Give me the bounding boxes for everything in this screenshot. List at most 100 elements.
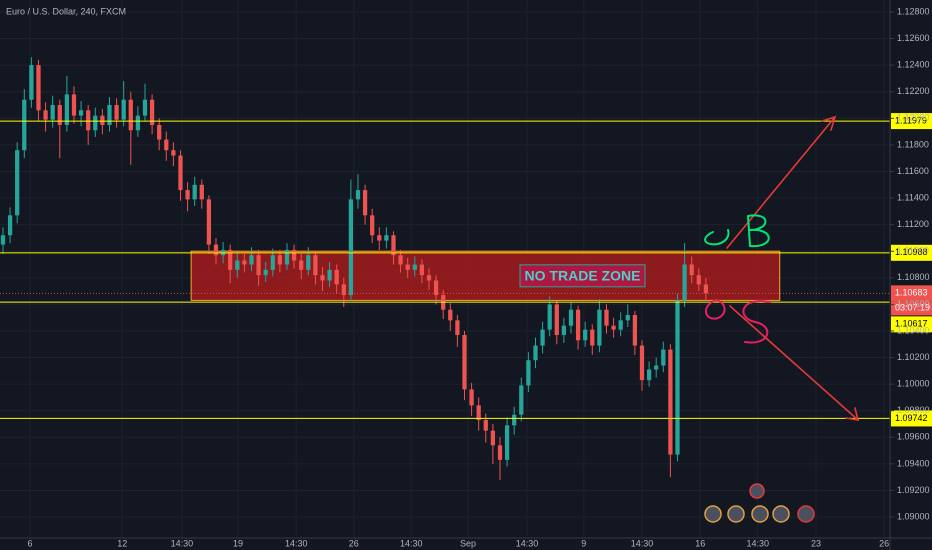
candle-body: [71, 94, 77, 116]
candle-body: [86, 110, 91, 131]
level-label-box: [891, 410, 932, 427]
candle-body: [43, 110, 48, 120]
x-tick-label: 14:30: [746, 538, 769, 548]
candle-body: [526, 360, 531, 386]
x-tick-label: 14:30: [631, 538, 654, 548]
candle-body: [476, 405, 481, 421]
x-tick-label: 26: [879, 538, 889, 548]
candle-body: [256, 255, 261, 276]
candle-body: [661, 349, 666, 366]
y-tick-label: 1.12200: [897, 86, 930, 96]
candle-body: [348, 199, 354, 296]
candle-body: [192, 184, 197, 200]
last-price-box: [891, 285, 932, 302]
candle-body: [540, 329, 545, 346]
candle-body: [604, 309, 609, 326]
candle-body: [299, 260, 304, 270]
candle-body: [703, 284, 709, 294]
y-tick-label: 1.11800: [897, 139, 929, 149]
candle-body: [128, 99, 133, 131]
candle-body: [178, 155, 183, 191]
candle-body: [547, 304, 552, 330]
candle-body: [114, 105, 119, 120]
x-tick-label: 6: [27, 538, 32, 548]
y-tick-label: 1.12800: [897, 6, 930, 16]
x-tick-label: Sep: [460, 538, 476, 548]
candle-body: [235, 260, 240, 270]
candle-body: [391, 235, 396, 256]
y-tick-label: 1.09600: [897, 432, 930, 442]
x-tick-label: 14:30: [400, 538, 423, 548]
candle-body: [171, 150, 176, 156]
candle-body: [277, 255, 283, 265]
x-tick-label: 9: [581, 538, 586, 548]
arrow-head: [845, 407, 860, 421]
candle-body: [433, 280, 439, 296]
candle-body: [270, 255, 275, 270]
axes: 1.09000 1.09200 1.09400 1.09600 1.09800 1.100…: [27, 6, 929, 548]
candle-body: [107, 105, 112, 125]
chart-title: Euro / U.S. Dollar, 240, FXCM: [6, 6, 126, 16]
candle-body: [419, 264, 425, 276]
candle-body: [568, 309, 574, 326]
candle-body: [412, 264, 417, 270]
candle-body: [306, 255, 311, 270]
candle-body: [512, 414, 517, 426]
candle-body: [57, 105, 62, 125]
y-tick-label: 1.10800: [897, 272, 930, 282]
candle-body: [100, 115, 105, 125]
x-tick-label: 26: [349, 538, 359, 548]
candle-body: [483, 420, 488, 431]
candle-body: [519, 385, 524, 415]
no-trade-zone: [190, 250, 781, 301]
x-tick-label: 14:30: [171, 538, 194, 548]
level-label-box: [891, 316, 932, 333]
candle-body: [554, 304, 559, 335]
candle-body: [426, 275, 432, 281]
candle-body: [7, 215, 13, 236]
candle-body: [149, 99, 155, 125]
candle-body: [618, 320, 623, 330]
x-tick-label: 19: [233, 538, 243, 548]
event-icon: [704, 505, 722, 523]
last-price-label: 1.10683: [895, 288, 928, 298]
zone-label-box: [519, 264, 646, 288]
levels-layer: 1.10683 03:07:19 1.11979 1.10988 1.10617 1.09…: [0, 113, 932, 427]
candle-body: [469, 389, 474, 406]
x-tick-label: 14:30: [285, 538, 308, 548]
candle-body: [213, 244, 219, 256]
candle-body: [668, 349, 673, 455]
countdown-box: [891, 301, 932, 316]
candle-body: [682, 264, 687, 301]
candle-body: [121, 99, 126, 120]
y-tick-label: 1.11000: [897, 246, 929, 256]
level-label-box: [891, 244, 932, 261]
candle-body: [561, 325, 567, 335]
x-tick-label: 23: [811, 538, 821, 548]
y-tick-label: 1.10200: [897, 352, 930, 362]
x-tick-label: 12: [117, 538, 127, 548]
scribble: [705, 299, 726, 320]
candle-body: [504, 425, 510, 460]
candle-body: [689, 264, 694, 276]
event-icon: [727, 505, 745, 523]
candle-body: [93, 115, 98, 131]
y-tick-label: 1.12400: [897, 60, 930, 70]
candle-body: [370, 215, 375, 236]
arrow-up: [726, 116, 836, 249]
candle-body: [575, 309, 581, 341]
candle-body: [164, 139, 169, 151]
candle-body: [384, 235, 389, 241]
candle-body: [341, 284, 346, 296]
x-tick-label: 16: [695, 538, 705, 548]
candle-body: [228, 249, 233, 270]
candle-body: [50, 105, 55, 120]
level-label-box: [891, 113, 932, 130]
candle-body: [675, 300, 680, 455]
candle-body: [398, 255, 403, 265]
event-icon: [751, 505, 769, 523]
y-tick-label: 1.11400: [897, 192, 929, 202]
drawings: [704, 115, 860, 421]
candle-body: [142, 99, 148, 116]
